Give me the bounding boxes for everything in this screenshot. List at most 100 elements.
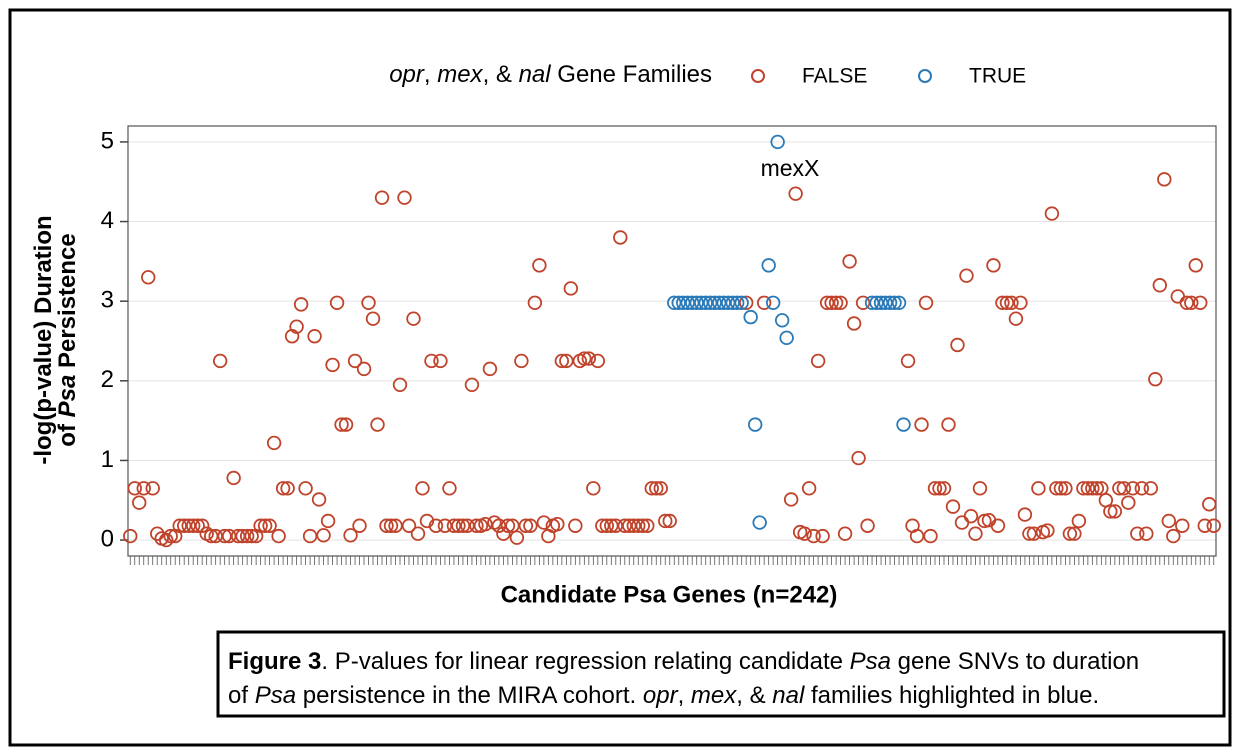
point [1040, 523, 1055, 538]
annotation: mexX [761, 155, 820, 181]
y-tick-label: 0 [101, 525, 114, 552]
y-tick-label: 4 [101, 207, 114, 234]
point [136, 481, 151, 496]
point [918, 295, 934, 310]
y-axis-label-line: -log(p-value) Duration [30, 215, 57, 464]
point [343, 528, 358, 543]
point [729, 295, 745, 310]
point [406, 311, 421, 326]
point [1071, 513, 1087, 529]
point [950, 337, 965, 353]
y-tick-label: 1 [101, 446, 114, 473]
point [932, 481, 947, 496]
point [963, 508, 979, 524]
legend-label: TRUE [969, 65, 1026, 88]
point [482, 361, 498, 377]
point [433, 353, 448, 369]
point [945, 499, 961, 514]
point [860, 518, 875, 533]
point [379, 518, 394, 533]
text-run: gene SNVs to duration [891, 648, 1139, 675]
point [1089, 481, 1105, 496]
point [1139, 526, 1154, 541]
point [783, 492, 799, 507]
point [941, 417, 956, 432]
point [275, 481, 291, 496]
y-axis-label-line: of Psa Persistence [54, 233, 81, 446]
point [896, 417, 911, 432]
point [325, 357, 340, 373]
point [226, 470, 241, 486]
point [801, 481, 817, 496]
point [415, 481, 430, 496]
text-run: persistence in the MIRA cohort. [296, 682, 643, 709]
point [568, 518, 583, 533]
point [554, 353, 570, 369]
point [743, 309, 758, 325]
point [752, 515, 767, 530]
point [550, 516, 565, 532]
point [851, 450, 866, 466]
text-run: , & [736, 682, 772, 709]
plot-frame [127, 125, 1217, 557]
point [1134, 481, 1150, 496]
point [370, 417, 385, 432]
point [990, 518, 1006, 533]
point [1049, 481, 1064, 496]
point [145, 481, 160, 496]
point [995, 295, 1010, 310]
point [1148, 372, 1163, 387]
text-run: Psa [54, 375, 81, 418]
point [887, 295, 902, 310]
point [1143, 481, 1159, 496]
point [401, 518, 417, 533]
point [815, 528, 830, 544]
point [347, 353, 363, 369]
point [527, 295, 543, 310]
point [824, 295, 839, 310]
y-tick-label: 2 [101, 366, 114, 393]
point [514, 353, 529, 369]
point [280, 481, 295, 496]
point [338, 417, 354, 432]
point [244, 528, 259, 544]
point [779, 330, 794, 346]
point [613, 230, 628, 245]
point [806, 528, 821, 544]
point [577, 351, 592, 366]
text-run: mex [437, 61, 483, 88]
point [293, 297, 309, 312]
text-run: of [228, 682, 255, 709]
point [581, 351, 597, 366]
outer-border [8, 8, 1232, 747]
point [734, 295, 749, 310]
point [770, 134, 785, 150]
point [1184, 295, 1199, 310]
text-run: nal [519, 61, 552, 88]
point [410, 526, 426, 541]
y-tick-label: 3 [101, 287, 114, 314]
legend-marker [918, 69, 932, 83]
point [1053, 481, 1069, 496]
point [1017, 507, 1033, 522]
point [1031, 481, 1046, 496]
text-run: Gene Families [551, 61, 712, 88]
point [927, 481, 943, 496]
point [891, 295, 907, 310]
point [194, 518, 210, 533]
point [469, 518, 484, 533]
text-run: opr [643, 682, 679, 709]
point [725, 295, 740, 310]
text-run: , & [483, 61, 519, 88]
point [631, 518, 646, 533]
point [518, 518, 534, 533]
point [262, 518, 277, 533]
point [1175, 518, 1190, 533]
text-run: Persistence [54, 233, 81, 374]
point [846, 316, 862, 331]
point [1125, 481, 1141, 496]
point [563, 281, 579, 296]
point [828, 295, 844, 310]
point [747, 417, 763, 432]
point [1044, 206, 1060, 221]
